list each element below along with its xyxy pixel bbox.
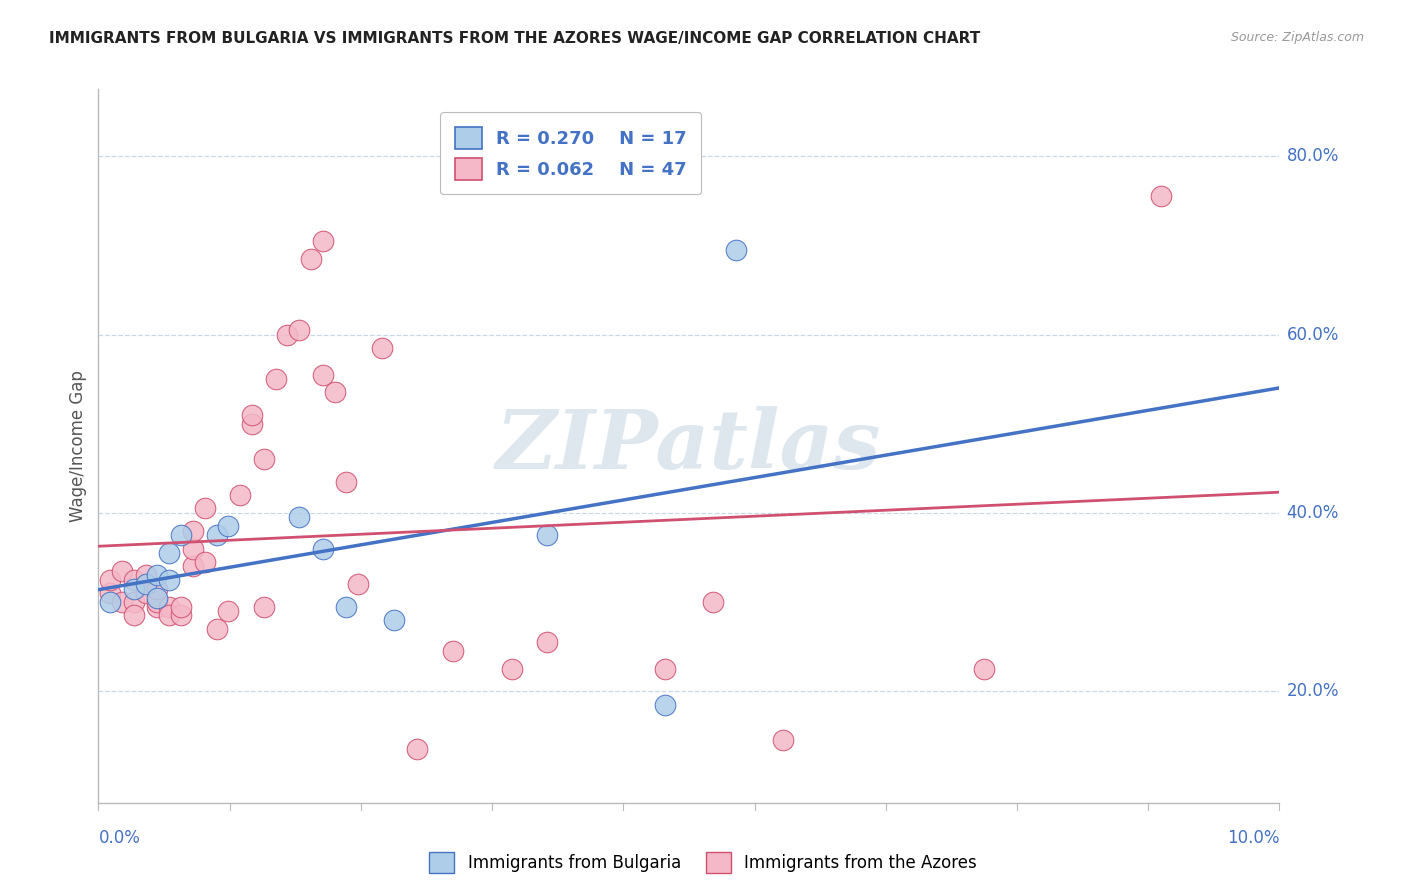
Point (725, 243, 748, 257)
Point (312, 368, 335, 382)
Text: Source: ZipAtlas.com: Source: ZipAtlas.com (1230, 31, 1364, 45)
Legend: R = 0.270    N = 17, R = 0.062    N = 47: R = 0.270 N = 17, R = 0.062 N = 47 (440, 112, 702, 194)
Point (194, 555, 217, 569)
Point (135, 577, 157, 591)
Point (135, 568, 157, 582)
Point (382, 613, 405, 627)
Text: 20.0%: 20.0% (1286, 682, 1339, 700)
Point (312, 234, 335, 248)
Point (371, 341, 394, 355)
Point (146, 595, 169, 609)
Point (205, 622, 228, 636)
Point (217, 519, 239, 533)
Point (240, 417, 263, 431)
Text: 10.0%: 10.0% (1227, 829, 1279, 847)
Point (157, 546, 180, 560)
Point (181, 541, 204, 556)
Point (264, 372, 287, 386)
Point (253, 599, 276, 614)
Point (146, 599, 169, 614)
Point (772, 733, 794, 747)
Y-axis label: Wage/Income Gap: Wage/Income Gap (69, 370, 87, 522)
Point (181, 524, 204, 538)
Text: 40.0%: 40.0% (1286, 504, 1339, 522)
Point (111, 595, 134, 609)
Point (335, 475, 357, 489)
Point (170, 599, 193, 614)
Point (170, 608, 193, 623)
Point (406, 742, 429, 756)
Point (181, 559, 204, 574)
Point (347, 577, 370, 591)
Point (323, 385, 346, 400)
Point (157, 573, 180, 587)
Point (98, 595, 121, 609)
Point (276, 327, 298, 342)
Text: 60.0%: 60.0% (1286, 326, 1339, 343)
Point (122, 582, 145, 596)
Text: 0.0%: 0.0% (98, 829, 141, 847)
Text: 80.0%: 80.0% (1286, 147, 1339, 165)
Point (135, 586, 157, 600)
Point (146, 591, 169, 605)
Point (98, 586, 121, 600)
Point (229, 488, 252, 502)
Point (536, 635, 558, 649)
Text: IMMIGRANTS FROM BULGARIA VS IMMIGRANTS FROM THE AZORES WAGE/INCOME GAP CORRELATI: IMMIGRANTS FROM BULGARIA VS IMMIGRANTS F… (49, 31, 980, 46)
Point (98, 573, 121, 587)
Point (299, 252, 322, 266)
Point (654, 698, 676, 712)
Point (157, 608, 180, 623)
Point (253, 452, 276, 467)
Point (973, 662, 995, 676)
Point (335, 599, 357, 614)
Point (1150, 189, 1173, 203)
Point (157, 599, 180, 614)
Point (501, 662, 523, 676)
Point (536, 528, 558, 542)
Legend: Immigrants from Bulgaria, Immigrants from the Azores: Immigrants from Bulgaria, Immigrants fro… (422, 846, 984, 880)
Point (122, 595, 145, 609)
Point (146, 582, 169, 596)
Point (441, 644, 464, 658)
Point (194, 501, 217, 516)
Point (702, 595, 724, 609)
Point (217, 604, 239, 618)
Point (288, 323, 311, 337)
Point (240, 408, 263, 422)
Point (312, 541, 335, 556)
Point (205, 528, 228, 542)
Point (170, 528, 193, 542)
Text: ZIPatlas: ZIPatlas (496, 406, 882, 486)
Point (288, 510, 311, 524)
Point (111, 564, 134, 578)
Point (654, 662, 676, 676)
Point (122, 573, 145, 587)
Point (146, 568, 169, 582)
Point (122, 608, 145, 623)
